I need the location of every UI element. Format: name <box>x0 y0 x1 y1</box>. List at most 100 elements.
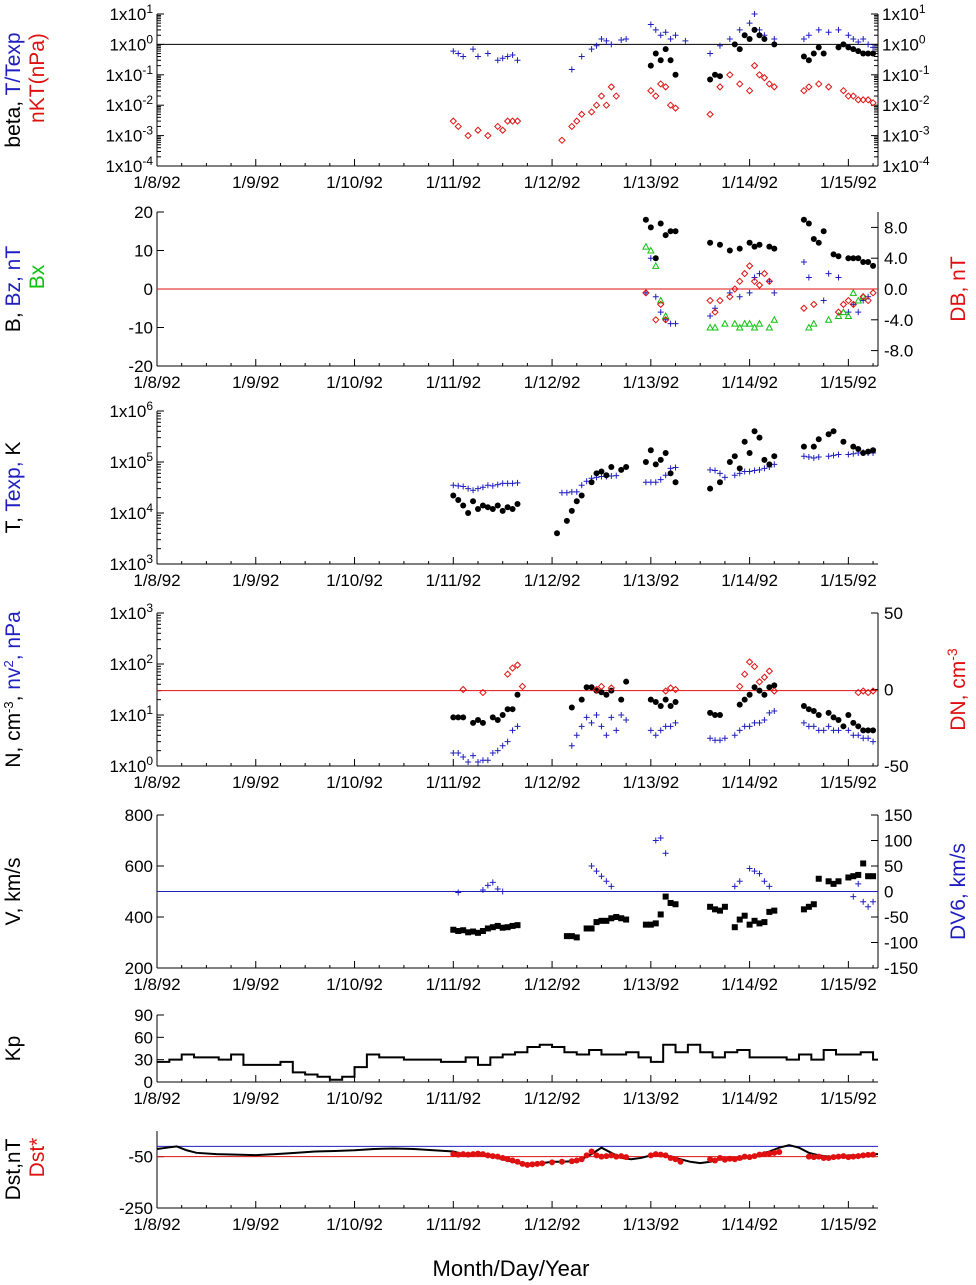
data-point <box>568 507 575 514</box>
data-point <box>707 50 714 57</box>
data-point <box>479 688 487 697</box>
data-point <box>761 878 768 885</box>
data-point <box>825 1154 832 1161</box>
x-tick-label: 1/8/92 <box>133 1215 180 1234</box>
data-point <box>618 915 625 922</box>
data-point <box>716 241 723 248</box>
data-point <box>716 296 724 305</box>
data-point <box>489 879 496 886</box>
data-point <box>608 41 615 48</box>
data-point <box>760 74 769 82</box>
data-point <box>865 1151 872 1158</box>
data-point <box>577 110 586 119</box>
data-point <box>800 216 807 223</box>
data-point <box>840 41 847 48</box>
data-point <box>672 901 679 908</box>
data-point <box>672 479 679 486</box>
data-point <box>494 1153 501 1160</box>
data-point <box>830 1154 837 1161</box>
data-point <box>657 456 664 463</box>
data-point <box>450 482 457 489</box>
data-point <box>756 434 763 441</box>
data-point <box>869 99 877 107</box>
panel-bfield: 1/8/92 1/9/92 1/10/92 1/11/92 1/12/92 1/13/92… <box>2 203 970 392</box>
data-point <box>474 505 481 512</box>
data-point <box>712 712 719 718</box>
data-point <box>756 32 763 39</box>
y-tick-label: 1x103 <box>109 552 153 574</box>
data-point <box>750 61 759 70</box>
data-point <box>455 889 462 896</box>
data-point <box>776 1149 783 1156</box>
data-point <box>751 467 758 474</box>
data-point <box>765 80 774 88</box>
data-point <box>470 487 477 494</box>
data-point <box>726 1155 733 1162</box>
right-tick-label: -50 <box>884 908 909 927</box>
data-point <box>499 1154 506 1161</box>
x-tick-label: 1/14/92 <box>721 571 778 590</box>
y-tick-label: 1x101 <box>109 2 153 24</box>
data-point <box>761 716 768 723</box>
data-point <box>563 517 570 524</box>
data-point <box>513 117 522 125</box>
y-tick-label: 1x103 <box>109 601 153 623</box>
data-point <box>716 83 724 91</box>
right-tick-label: 4.0 <box>884 249 908 268</box>
data-point <box>479 928 486 935</box>
data-point <box>726 71 734 79</box>
data-point <box>731 924 738 931</box>
data-point <box>716 42 723 49</box>
data-point <box>809 319 818 327</box>
data-point <box>677 1158 684 1165</box>
data-point <box>736 277 744 286</box>
data-point <box>494 122 502 131</box>
data-point <box>860 450 867 457</box>
data-point <box>455 714 462 721</box>
data-point <box>489 924 496 931</box>
data-point <box>568 1158 575 1165</box>
x-tick-label: 1/8/92 <box>133 1089 180 1108</box>
data-point <box>849 288 858 296</box>
data-point <box>454 122 462 131</box>
data-point <box>479 886 486 893</box>
data-point <box>489 749 496 756</box>
data-point <box>741 438 748 445</box>
data-point <box>608 915 615 922</box>
data-point <box>499 742 506 749</box>
data-point <box>593 919 600 926</box>
data-point <box>805 903 812 910</box>
data-point <box>539 1160 546 1167</box>
data-point <box>504 924 511 931</box>
data-point <box>805 1153 812 1160</box>
data-point <box>825 431 832 438</box>
y-tick-label: 1x101 <box>109 703 153 725</box>
data-point <box>519 1160 526 1167</box>
data-point <box>707 485 714 492</box>
data-point <box>771 36 778 43</box>
data-point <box>578 482 585 489</box>
data-point <box>726 292 734 301</box>
data-point <box>707 76 714 83</box>
data-point <box>657 300 665 309</box>
x-tick-label: 1/14/92 <box>721 773 778 792</box>
data-point <box>825 270 832 277</box>
data-point <box>449 117 458 125</box>
data-point <box>592 101 601 109</box>
data-point <box>771 1149 778 1156</box>
data-point <box>771 453 778 460</box>
data-point <box>870 44 877 51</box>
data-point <box>623 36 630 43</box>
data-point <box>855 309 862 316</box>
data-point <box>870 1151 877 1158</box>
right-tick-label: 1x10-1 <box>882 63 930 85</box>
x-tick-label: 1/11/92 <box>426 571 481 590</box>
data-point <box>860 50 867 57</box>
x-tick-label: 1/15/92 <box>820 373 877 392</box>
y-tick-label: 1x100 <box>109 32 153 54</box>
y-tick-label: -20 <box>128 357 153 376</box>
data-point <box>844 311 853 319</box>
x-tick-label: 1/13/92 <box>622 1089 679 1108</box>
y-tick-label: 60 <box>134 1028 153 1047</box>
y-tick-label: -50 <box>128 1148 153 1167</box>
